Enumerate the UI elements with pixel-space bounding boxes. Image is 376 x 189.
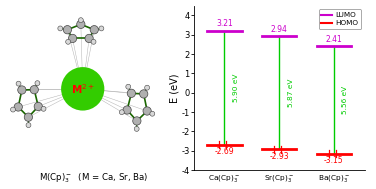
Circle shape: [78, 18, 83, 23]
Circle shape: [11, 107, 15, 112]
Text: -2.69: -2.69: [215, 147, 234, 156]
Circle shape: [61, 67, 105, 111]
Circle shape: [90, 26, 99, 34]
Circle shape: [68, 34, 77, 43]
Circle shape: [30, 85, 38, 94]
Circle shape: [139, 90, 148, 98]
Circle shape: [126, 84, 131, 89]
Legend: LUMO, HOMO: LUMO, HOMO: [318, 9, 361, 29]
Circle shape: [24, 113, 32, 121]
Circle shape: [26, 123, 31, 128]
Text: -3.15: -3.15: [324, 156, 344, 165]
Circle shape: [14, 103, 23, 111]
Text: 3.21: 3.21: [216, 19, 233, 28]
Circle shape: [85, 34, 93, 43]
Circle shape: [63, 26, 71, 34]
Circle shape: [16, 81, 21, 86]
Text: 5.90 eV: 5.90 eV: [233, 74, 239, 102]
Text: 2.41: 2.41: [326, 35, 342, 44]
Circle shape: [145, 85, 150, 90]
Circle shape: [150, 111, 155, 116]
Text: 5.87 eV: 5.87 eV: [288, 78, 294, 107]
Text: 5.56 eV: 5.56 eV: [343, 86, 349, 114]
Circle shape: [119, 110, 124, 115]
Circle shape: [35, 81, 40, 86]
Circle shape: [134, 126, 139, 131]
Circle shape: [18, 86, 26, 94]
Circle shape: [143, 107, 151, 115]
Circle shape: [133, 117, 141, 125]
Circle shape: [41, 106, 46, 111]
Circle shape: [77, 20, 85, 29]
Text: -2.93: -2.93: [269, 152, 289, 161]
Circle shape: [99, 26, 104, 31]
Text: M$^{2+}$: M$^{2+}$: [71, 82, 95, 96]
Text: M(Cp)$_3^-$  (M = Ca, Sr, Ba): M(Cp)$_3^-$ (M = Ca, Sr, Ba): [39, 172, 149, 185]
Circle shape: [34, 102, 42, 111]
Y-axis label: E (eV): E (eV): [170, 73, 180, 103]
Circle shape: [66, 39, 71, 44]
Circle shape: [91, 39, 96, 44]
Text: 2.94: 2.94: [271, 25, 288, 33]
Circle shape: [127, 89, 135, 98]
Circle shape: [123, 106, 131, 114]
Circle shape: [58, 26, 63, 31]
